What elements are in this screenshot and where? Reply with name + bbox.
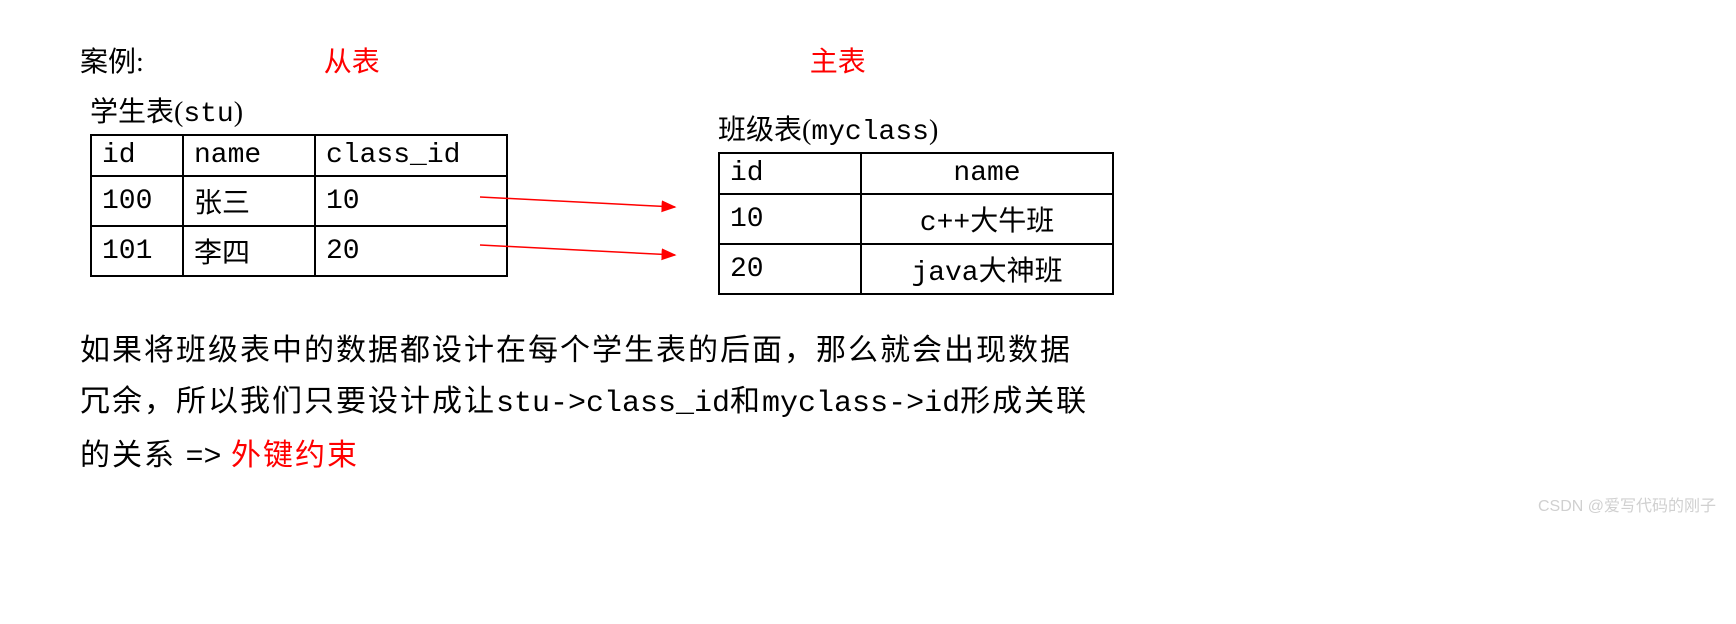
table-row: 101 李四 20 xyxy=(91,226,507,276)
table-row: 100 张三 10 xyxy=(91,176,507,226)
left-title-prefix: 学生表( xyxy=(90,97,183,128)
col-header: name xyxy=(861,153,1113,194)
cell: java大神班 xyxy=(861,244,1113,294)
cell: 10 xyxy=(315,176,507,226)
header-row: 案例: 从表 主表 xyxy=(80,40,1656,80)
desc-mono: myclass->id xyxy=(762,387,960,421)
case-label: 案例: xyxy=(80,40,144,80)
main-table-label: 主表 xyxy=(810,40,866,80)
cell: 100 xyxy=(91,176,183,226)
right-title-suffix: ) xyxy=(929,115,938,146)
desc-text: 冗余，所以我们只要设计成让 xyxy=(80,385,496,418)
cell: 20 xyxy=(315,226,507,276)
sub-table-label: 从表 xyxy=(324,40,380,80)
desc-mono: stu->class_id xyxy=(496,387,730,421)
right-table-block: 班级表(myclass) id name 10 c++大牛班 20 java大神… xyxy=(718,108,1114,295)
left-table-block: 学生表(stu) id name class_id 100 张三 10 101 … xyxy=(90,90,508,277)
watermark: CSDN @爱写代码的刚子 xyxy=(1538,492,1716,516)
desc-text: 如果将班级表中的数据都设计在每个学生表的后面，那么就会出现数据 xyxy=(80,334,1072,367)
table-row: 10 c++大牛班 xyxy=(719,194,1113,244)
arrow-symbol: => xyxy=(186,441,222,475)
table-row: id name xyxy=(719,153,1113,194)
cell: 101 xyxy=(91,226,183,276)
col-header: id xyxy=(91,135,183,176)
right-title-mono: myclass xyxy=(811,117,929,148)
description: 如果将班级表中的数据都设计在每个学生表的后面，那么就会出现数据 冗余，所以我们只… xyxy=(80,325,1656,484)
cell: 20 xyxy=(719,244,861,294)
foreign-key-label: 外键约束 xyxy=(222,439,360,472)
left-title-mono: stu xyxy=(183,99,233,130)
arrow-line xyxy=(480,245,675,255)
left-table-title: 学生表(stu) xyxy=(90,90,508,130)
cell: 10 xyxy=(719,194,861,244)
right-title-prefix: 班级表( xyxy=(718,115,811,146)
table-row: id name class_id xyxy=(91,135,507,176)
desc-text: 形成关联 xyxy=(960,385,1088,418)
myclass-table: id name 10 c++大牛班 20 java大神班 xyxy=(718,152,1114,295)
desc-text: 的关系 xyxy=(80,439,186,472)
desc-text: 和 xyxy=(730,385,762,418)
tables-container: 学生表(stu) id name class_id 100 张三 10 101 … xyxy=(80,90,1656,295)
stu-table: id name class_id 100 张三 10 101 李四 20 xyxy=(90,134,508,277)
arrow-line xyxy=(480,197,675,207)
col-header: id xyxy=(719,153,861,194)
right-table-title: 班级表(myclass) xyxy=(718,108,1114,148)
col-header: name xyxy=(183,135,315,176)
left-title-suffix: ) xyxy=(234,97,243,128)
cell: c++大牛班 xyxy=(861,194,1113,244)
cell: 李四 xyxy=(183,226,315,276)
cell: 张三 xyxy=(183,176,315,226)
table-row: 20 java大神班 xyxy=(719,244,1113,294)
col-header: class_id xyxy=(315,135,507,176)
